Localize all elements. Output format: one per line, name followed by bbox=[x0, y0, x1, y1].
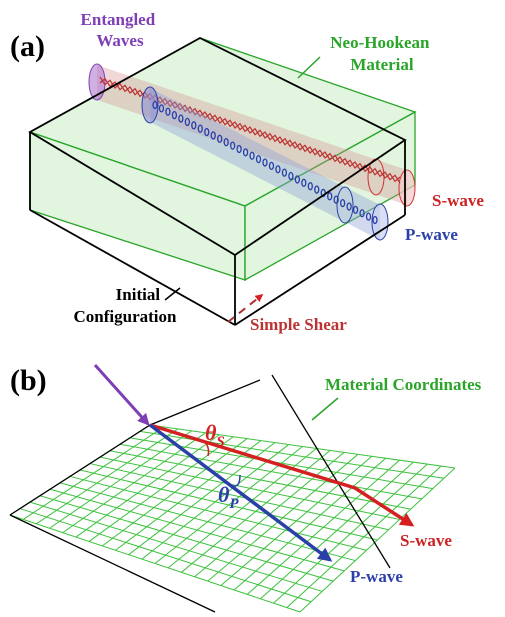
initial-label: Initial Configuration bbox=[74, 285, 178, 326]
s-wave-label: S-wave bbox=[432, 191, 484, 210]
material-label: Neo-Hookean Material bbox=[330, 33, 433, 74]
grid-line bbox=[120, 444, 422, 499]
line: Initial bbox=[116, 285, 161, 304]
grid-line bbox=[30, 502, 322, 591]
subscript: S bbox=[216, 434, 224, 450]
panel-a: (a) Entangled Waves Neo-Hookean Material… bbox=[10, 10, 484, 334]
grid-line bbox=[150, 425, 455, 468]
panel-b: (b) Material Coordinates θS θP S-wave P-… bbox=[10, 364, 482, 612]
figure: (a) Entangled Waves Neo-Hookean Material… bbox=[0, 0, 505, 617]
line: Waves bbox=[96, 31, 144, 50]
panel-label: (a) bbox=[10, 30, 45, 63]
incident-arrow bbox=[95, 365, 148, 424]
leader bbox=[312, 398, 338, 420]
line: Material bbox=[350, 55, 414, 74]
plane-edge bbox=[10, 515, 215, 612]
s-wave-label: S-wave bbox=[400, 531, 452, 550]
panel-label: (b) bbox=[10, 364, 47, 397]
line: Configuration bbox=[74, 307, 178, 326]
shear-label: Simple Shear bbox=[250, 315, 347, 334]
coordinates-label: Material Coordinates bbox=[325, 375, 482, 394]
symbol: θ bbox=[218, 482, 230, 507]
s-wave-arrow bbox=[150, 425, 412, 525]
line: Entangled bbox=[81, 10, 156, 29]
symbol: θ bbox=[205, 420, 217, 445]
entangled-label: Entangled Waves bbox=[81, 10, 160, 50]
subscript: P bbox=[229, 496, 239, 512]
p-wave-label: P-wave bbox=[405, 225, 458, 244]
line: Neo-Hookean bbox=[330, 33, 430, 52]
grid-line bbox=[20, 509, 311, 602]
p-wave-label: P-wave bbox=[350, 567, 403, 586]
